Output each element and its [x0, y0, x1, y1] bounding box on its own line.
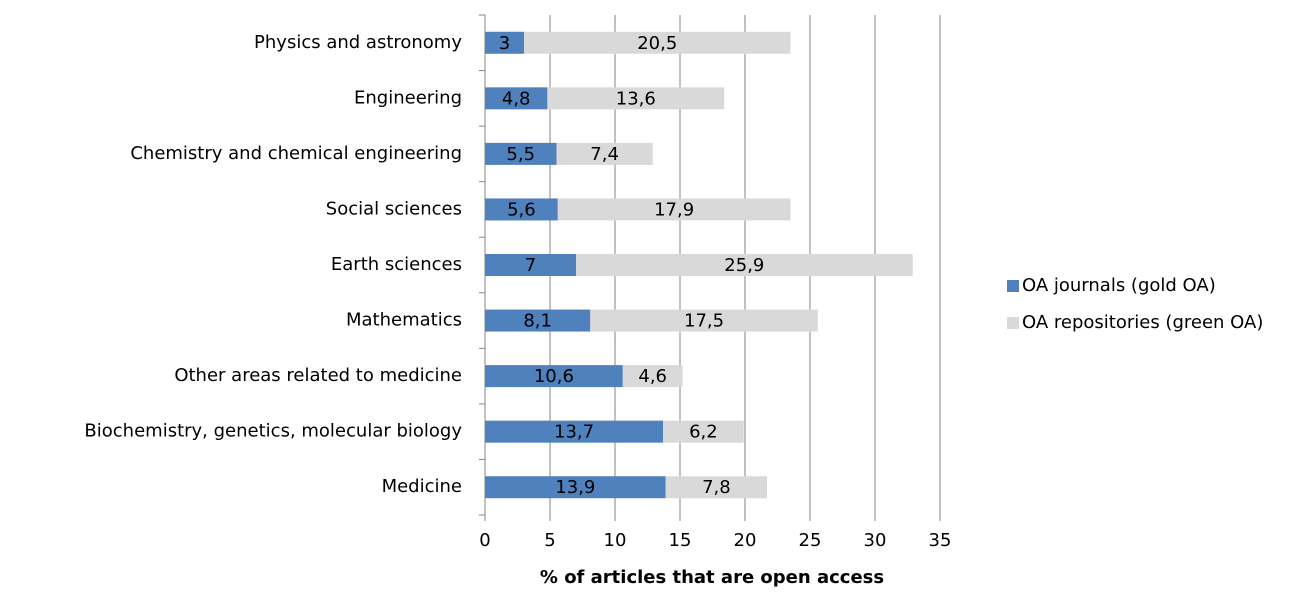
bar-segment	[485, 420, 664, 443]
x-tick-label: 30	[864, 530, 887, 551]
bar-segment	[485, 365, 623, 388]
data-label: 13,6	[616, 88, 656, 109]
bar-segment	[557, 198, 791, 221]
bar-segment	[556, 142, 653, 165]
x-tick-label: 20	[734, 530, 757, 551]
bar-segment	[524, 31, 791, 54]
data-label: 17,9	[654, 199, 694, 220]
y-tick-label: Medicine	[382, 476, 462, 497]
bar-segment	[485, 31, 524, 54]
y-tick-label: Other areas related to medicine	[174, 365, 462, 386]
data-label: 4,6	[638, 366, 667, 387]
data-label: 7,4	[590, 144, 619, 165]
data-label: 17,5	[684, 311, 724, 332]
bar-segment	[485, 87, 548, 110]
bar-segment	[590, 309, 818, 332]
legend-swatch	[1007, 280, 1019, 292]
legend-swatch	[1007, 317, 1019, 329]
y-tick-label: Engineering	[354, 87, 462, 108]
data-label: 20,5	[637, 33, 677, 54]
bar-segment	[485, 476, 666, 499]
bar-segment	[485, 198, 558, 221]
y-tick-label: Mathematics	[346, 310, 462, 331]
data-label: 13,7	[554, 422, 594, 443]
x-tick-label: 25	[799, 530, 822, 551]
y-tick-label: Chemistry and chemical engineering	[130, 143, 462, 164]
data-label: 7,8	[702, 477, 731, 498]
data-label: 5,6	[507, 199, 536, 220]
legend-label: OA journals (gold OA)	[1022, 275, 1216, 296]
data-label: 3	[499, 33, 510, 54]
bar-segment	[547, 87, 725, 110]
data-label: 4,8	[502, 88, 531, 109]
bar-segment	[485, 309, 591, 332]
data-label: 7	[525, 255, 536, 276]
bar-segment	[663, 420, 744, 443]
y-tick-label: Social sciences	[326, 198, 462, 219]
bar-segment	[485, 142, 557, 165]
data-label: 6,2	[689, 422, 718, 443]
y-tick-label: Physics and astronomy	[254, 32, 462, 53]
x-tick-label: 5	[544, 530, 555, 551]
data-label: 8,1	[523, 311, 552, 332]
bar-segment	[665, 476, 768, 499]
y-tick-label: Earth sciences	[331, 254, 462, 275]
x-tick-label: 0	[479, 530, 490, 551]
data-label: 13,9	[555, 477, 595, 498]
bar-segment	[576, 254, 913, 276]
y-tick-label: Biochemistry, genetics, molecular biolog…	[84, 421, 462, 442]
legend-label: OA repositories (green OA)	[1022, 312, 1263, 333]
x-tick-label: 10	[604, 530, 627, 551]
bar-segment	[485, 254, 576, 276]
bar-segment	[622, 365, 683, 388]
data-label: 10,6	[534, 366, 574, 387]
data-label: 5,5	[506, 144, 535, 165]
data-label: 25,9	[724, 255, 764, 276]
x-tick-label: 35	[929, 530, 952, 551]
x-axis-label: % of articles that are open access	[540, 567, 884, 588]
x-tick-label: 15	[669, 530, 692, 551]
